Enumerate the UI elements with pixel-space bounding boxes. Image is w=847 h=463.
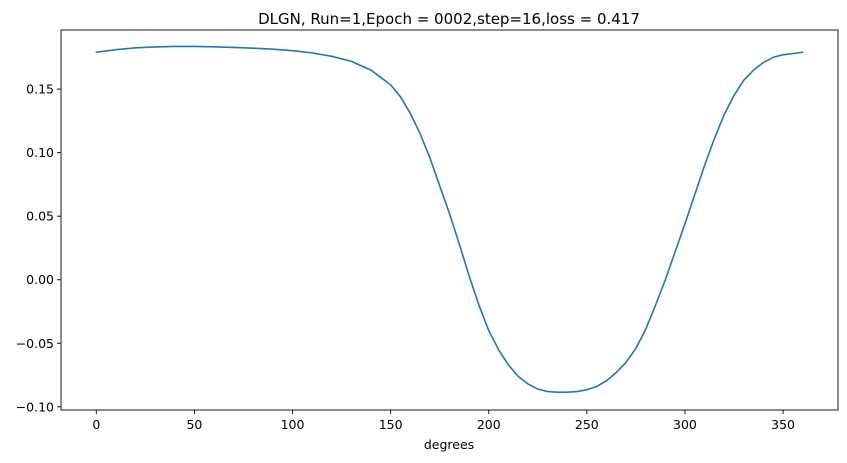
x-axis: 0 50 100 150 200 250 300 350 [92,410,795,432]
x-tick-label: 100 [281,417,305,432]
axes-frame [60,29,839,411]
x-tick-label: 150 [379,417,403,432]
y-tick-label: 0.00 [26,272,54,287]
x-tick-label: 350 [771,417,795,432]
y-tick-label: −0.05 [16,336,54,351]
x-tick-label: 200 [477,417,501,432]
x-tick-label: 250 [575,417,599,432]
y-tick-label: 0.10 [26,145,54,160]
x-tick-label: 300 [673,417,697,432]
y-tick-label: −0.10 [16,399,54,414]
y-tick-label: 0.05 [26,209,54,224]
x-tick-label: 50 [186,417,202,432]
chart-title: DLGN, Run=1,Epoch = 0002,step=16,loss = … [258,10,640,28]
y-tick-label: 0.15 [26,82,54,97]
y-axis: 0.15 0.10 0.05 0.00 −0.05 −0.10 [16,82,61,414]
series-line [95,45,804,394]
plot-area [60,29,839,411]
x-axis-label: degrees [424,437,474,452]
x-tick-label: 0 [92,417,100,432]
